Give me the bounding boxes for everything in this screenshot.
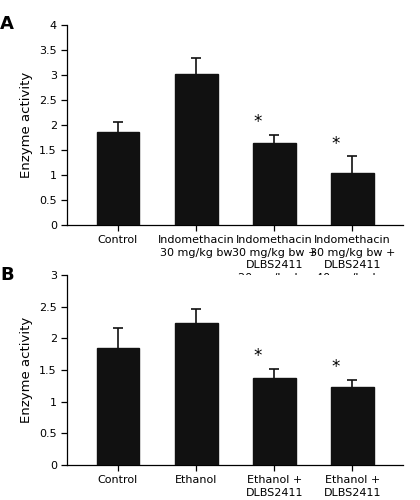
Text: A: A (0, 15, 14, 33)
Text: *: * (332, 358, 340, 376)
Bar (331, 387, 374, 465)
Y-axis label: Enzyme activity: Enzyme activity (21, 317, 34, 423)
Text: *: * (332, 135, 340, 153)
Bar (253, 142, 296, 225)
Bar (175, 322, 218, 465)
Bar (97, 348, 139, 465)
Bar (175, 74, 218, 225)
Text: *: * (254, 114, 262, 132)
Y-axis label: Enzyme activity: Enzyme activity (21, 72, 34, 178)
Text: B: B (0, 266, 13, 283)
Text: *: * (254, 348, 262, 366)
Bar (253, 378, 296, 465)
Bar (331, 172, 374, 225)
Bar (97, 132, 139, 225)
